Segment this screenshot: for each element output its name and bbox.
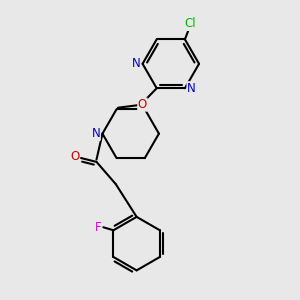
Text: N: N — [92, 127, 100, 140]
Text: O: O — [70, 150, 79, 163]
Text: F: F — [95, 221, 101, 234]
Text: N: N — [187, 82, 196, 95]
Text: Cl: Cl — [184, 17, 196, 30]
Text: N: N — [132, 57, 140, 70]
Text: O: O — [138, 98, 147, 111]
